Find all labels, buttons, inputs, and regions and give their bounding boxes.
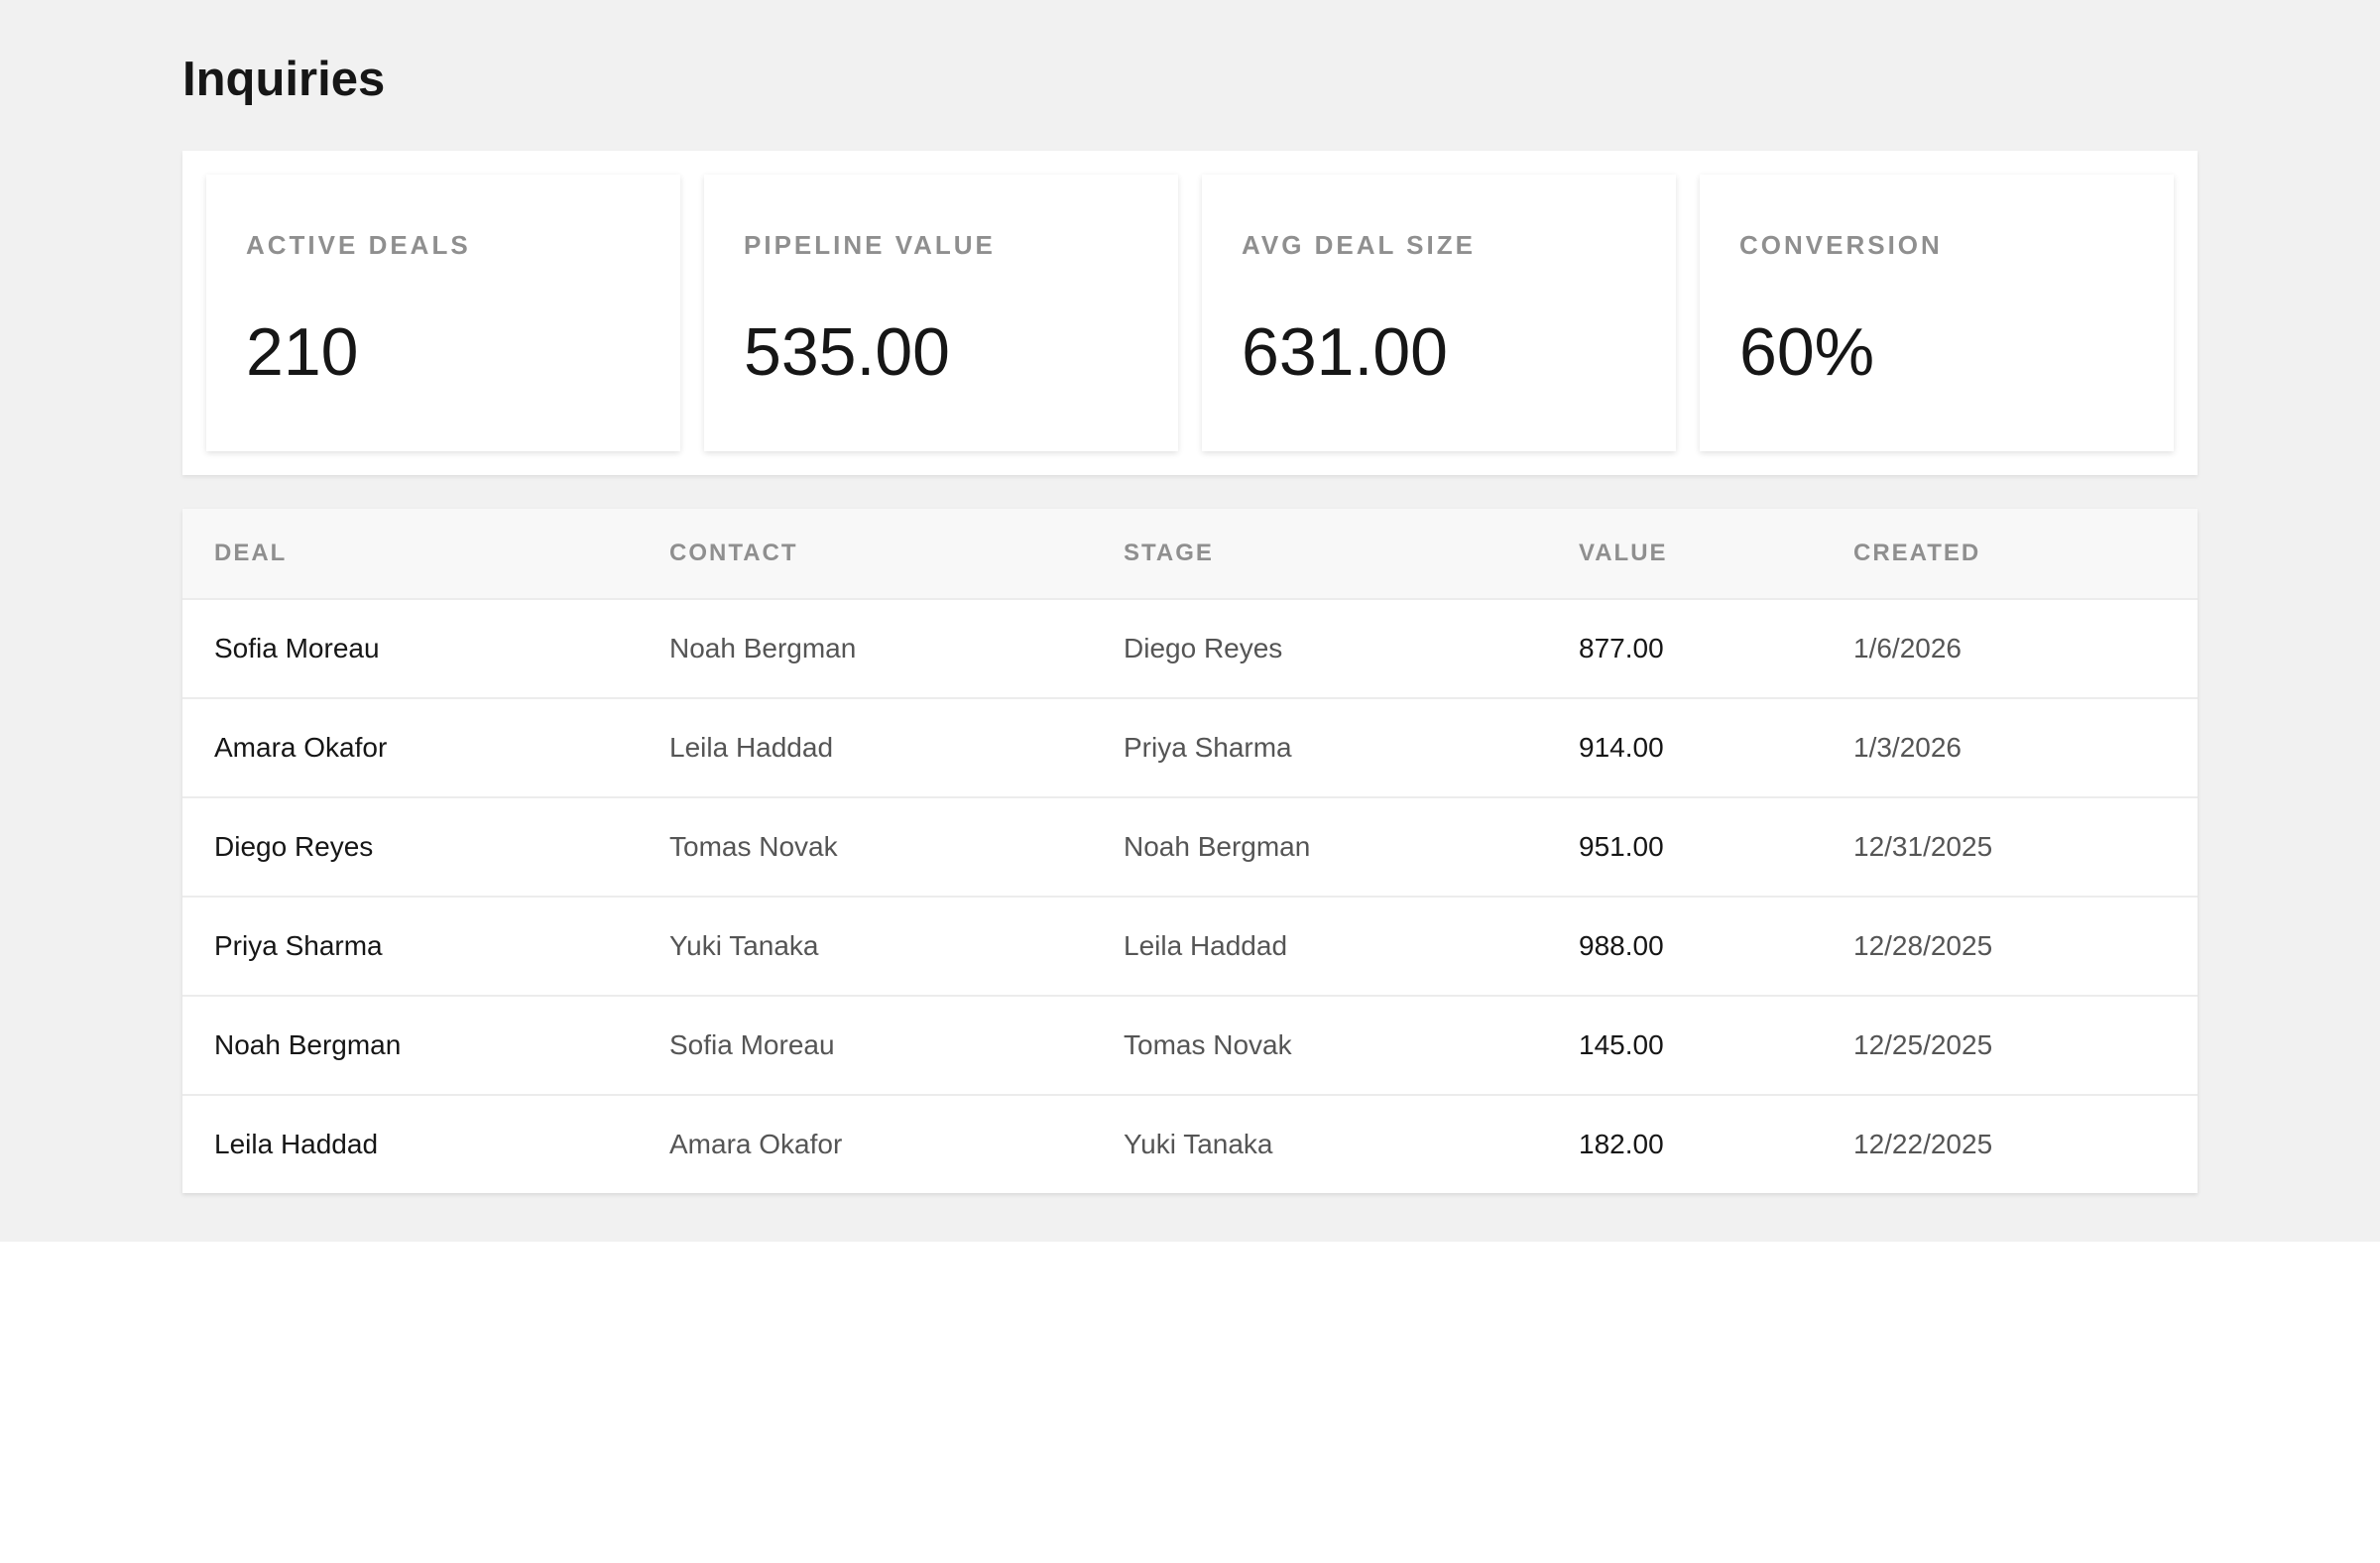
table-row[interactable]: Amara Okafor Leila Haddad Priya Sharma 914.… xyxy=(182,697,2198,796)
table-cell: 1/3/2026 xyxy=(1853,732,1962,763)
table-cell: Tomas Novak xyxy=(669,831,838,862)
table-row[interactable]: Diego Reyes Tomas Novak Noah Bergman 951.00… xyxy=(182,796,2198,896)
table-cell: Leila Haddad xyxy=(214,1129,379,1159)
table-cell: 951.00 xyxy=(1579,831,1664,862)
table-cell: Sofia Moreau xyxy=(669,1029,835,1060)
table-cell: Yuki Tanaka xyxy=(1124,1129,1273,1159)
table-cell: 877.00 xyxy=(1579,633,1664,663)
page: Inquiries ACTIVE DEALS 210 PIPELINE VALUE 5… xyxy=(0,0,2380,1242)
column-header[interactable]: CREATED xyxy=(1853,540,1981,566)
table-cell: Sofia Moreau xyxy=(214,633,380,663)
stat-label: ACTIVE DEALS xyxy=(246,230,471,260)
stat-card: PIPELINE VALUE 535.00 xyxy=(704,175,1178,451)
stat-value: 631.00 xyxy=(1242,314,1448,390)
page-title: Inquiries xyxy=(182,53,386,106)
table-cell: 182.00 xyxy=(1579,1129,1664,1159)
stat-card: ACTIVE DEALS 210 xyxy=(206,175,680,451)
table-cell: 12/28/2025 xyxy=(1853,930,1993,961)
column-header[interactable]: STAGE xyxy=(1124,540,1214,566)
table-cell: Noah Bergman xyxy=(214,1029,402,1060)
table-cell: Leila Haddad xyxy=(1124,930,1288,961)
stat-label: CONVERSION xyxy=(1739,230,1943,260)
table-cell: 914.00 xyxy=(1579,732,1664,763)
deals-table: DEAL CONTACT STAGE VALUE CREATED Sofia Moreau… xyxy=(182,509,2198,1193)
table-cell: Amara Okafor xyxy=(669,1129,843,1159)
table-cell: Noah Bergman xyxy=(1124,831,1311,862)
table-cell: Leila Haddad xyxy=(669,732,834,763)
table-cell: Priya Sharma xyxy=(214,930,383,961)
table-cell: Diego Reyes xyxy=(1124,633,1283,663)
table-cell: Noah Bergman xyxy=(669,633,857,663)
table-row[interactable]: Sofia Moreau Noah Bergman Diego Reyes 877.0… xyxy=(182,598,2198,697)
stat-label: PIPELINE VALUE xyxy=(744,230,996,260)
table-row[interactable]: Priya Sharma Yuki Tanaka Leila Haddad 988.0… xyxy=(182,896,2198,995)
table-cell: 12/22/2025 xyxy=(1853,1129,1993,1159)
table-cell: 988.00 xyxy=(1579,930,1664,961)
column-header[interactable]: VALUE xyxy=(1579,540,1668,566)
table-cell: 12/25/2025 xyxy=(1853,1029,1993,1060)
stat-value: 535.00 xyxy=(744,314,950,390)
stat-card: CONVERSION 60% xyxy=(1700,175,2174,451)
stat-card: AVG DEAL SIZE 631.00 xyxy=(1202,175,1676,451)
table-row[interactable]: Noah Bergman Sofia Moreau Tomas Novak 145.0… xyxy=(182,995,2198,1094)
stat-value: 60% xyxy=(1739,314,1875,390)
table-cell: Diego Reyes xyxy=(214,831,374,862)
column-header[interactable]: CONTACT xyxy=(669,540,798,566)
stat-value: 210 xyxy=(246,314,359,390)
table-cell: 145.00 xyxy=(1579,1029,1664,1060)
table-cell: 1/6/2026 xyxy=(1853,633,1962,663)
table-cell: Tomas Novak xyxy=(1124,1029,1292,1060)
table-cell: Amara Okafor xyxy=(214,732,388,763)
table-cell: 12/31/2025 xyxy=(1853,831,1993,862)
column-header[interactable]: DEAL xyxy=(214,540,288,566)
stat-label: AVG DEAL SIZE xyxy=(1242,230,1476,260)
table-cell: Priya Sharma xyxy=(1124,732,1292,763)
table-header: DEAL CONTACT STAGE VALUE CREATED xyxy=(182,509,2198,598)
stats-panel: ACTIVE DEALS 210 PIPELINE VALUE 535.00 AVG D… xyxy=(182,151,2198,475)
table-row[interactable]: Leila Haddad Amara Okafor Yuki Tanaka 182.0… xyxy=(182,1094,2198,1193)
table-cell: Yuki Tanaka xyxy=(669,930,819,961)
